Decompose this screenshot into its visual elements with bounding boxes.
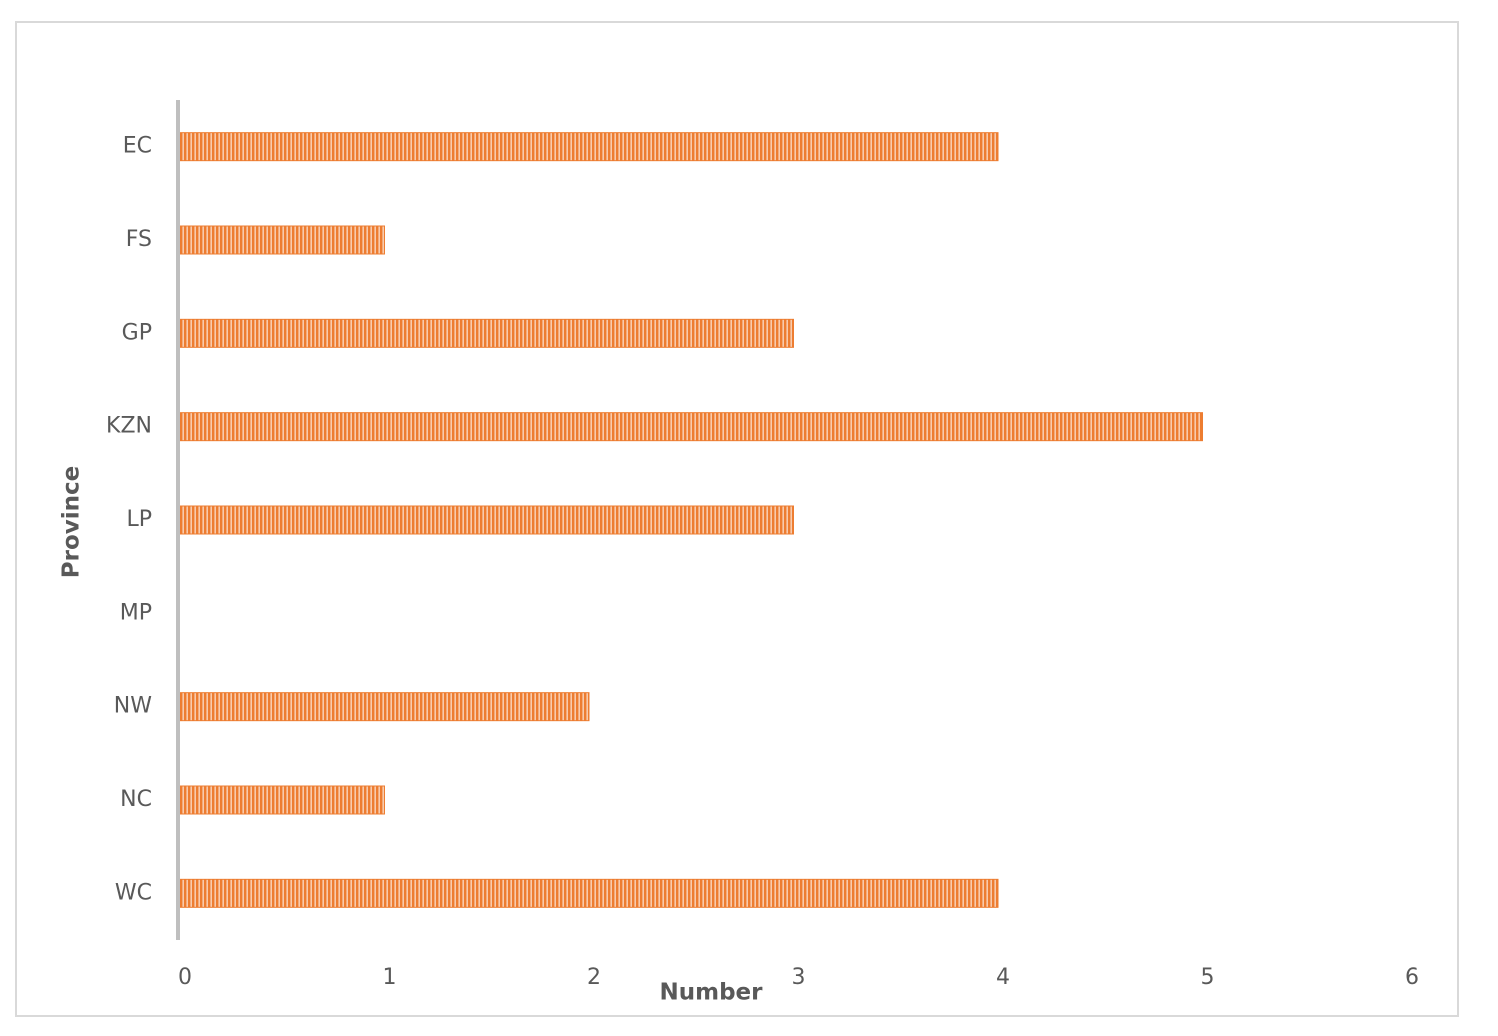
x-tick-label: 1 — [383, 965, 397, 990]
bar — [179, 132, 999, 162]
bar — [179, 318, 794, 348]
bar — [179, 505, 794, 535]
bar — [179, 878, 999, 908]
y-tick-label: NW — [114, 694, 152, 719]
y-axis-title: Province — [59, 466, 85, 578]
y-tick-label: EC — [123, 134, 152, 159]
y-tick-label: WC — [115, 880, 152, 905]
x-tick-label: 3 — [792, 965, 806, 990]
y-tick-label: KZN — [106, 414, 152, 439]
y-tick-label: GP — [122, 320, 152, 345]
x-axis-title: Number — [660, 980, 764, 1006]
bar — [179, 412, 1203, 442]
x-tick-label: 2 — [587, 965, 601, 990]
x-tick-label: 0 — [178, 965, 192, 990]
bar — [179, 692, 590, 722]
x-tick-label: 6 — [1405, 965, 1419, 990]
y-tick-label: LP — [126, 507, 152, 532]
x-tick-label: 5 — [1201, 965, 1215, 990]
y-tick-label: NC — [120, 787, 152, 812]
bar — [179, 785, 385, 815]
y-tick-label: FS — [126, 227, 152, 252]
bar — [179, 225, 385, 255]
x-tick-label: 4 — [996, 965, 1010, 990]
y-tick-label: MP — [120, 600, 152, 625]
